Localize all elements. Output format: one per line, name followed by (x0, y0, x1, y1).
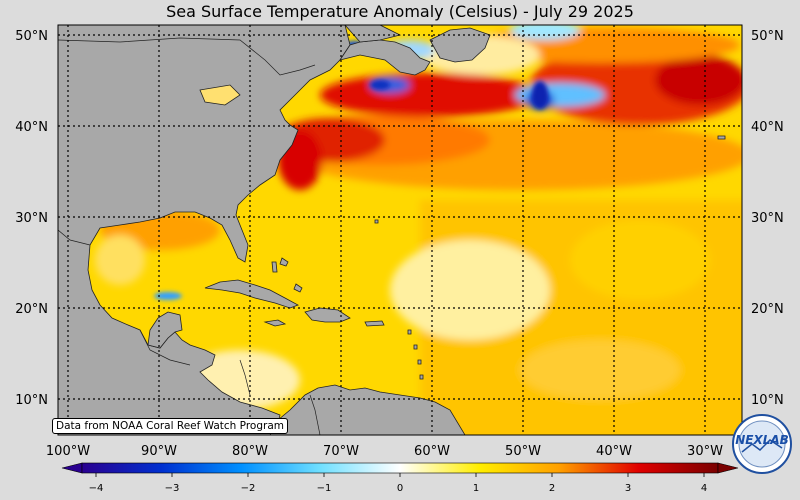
colorbar-tick: −3 (165, 483, 180, 494)
map-field (58, 25, 742, 435)
nexlab-logo: NEXLAB (732, 414, 792, 474)
colorbar-tick: 4 (701, 483, 707, 494)
lat-label: 50°N (15, 29, 48, 44)
lon-label: 60°W (414, 444, 450, 459)
lat-label: 40°N (751, 120, 784, 135)
colorbar-tick: −2 (241, 483, 256, 494)
colorbar: −4 −3 −2 −1 0 1 2 3 4 (61, 462, 739, 494)
colorbar-max-arrow (717, 462, 739, 474)
map-frame (57, 24, 743, 436)
colorbar-tick: 3 (625, 483, 631, 494)
lat-label: 30°N (751, 211, 784, 226)
lat-label: 10°N (751, 393, 784, 408)
lon-label: 70°W (323, 444, 359, 459)
lon-label: 30°W (687, 444, 723, 459)
lat-label: 40°N (15, 120, 48, 135)
lat-label: 50°N (751, 29, 784, 44)
lon-label: 50°W (505, 444, 541, 459)
lat-labels-right: 50°N 40°N 30°N 20°N 10°N (751, 29, 784, 408)
lat-label: 20°N (15, 302, 48, 317)
land (58, 25, 726, 435)
logo-text: NEXLAB (735, 433, 789, 447)
colorbar-tick: 0 (397, 483, 403, 494)
lat-label: 30°N (15, 211, 48, 226)
data-credit: Data from NOAA Coral Reef Watch Program (52, 418, 288, 434)
lon-label: 100°W (46, 444, 90, 459)
colorbar-tick: 1 (473, 483, 479, 494)
lon-label: 80°W (232, 444, 268, 459)
borders (58, 37, 321, 435)
colorbar-tick: −4 (89, 483, 104, 494)
colorbar-gradient (81, 462, 719, 474)
graticule (58, 25, 742, 435)
lon-label: 90°W (141, 444, 177, 459)
lat-label: 20°N (751, 302, 784, 317)
lon-label: 40°W (596, 444, 632, 459)
lat-label: 10°N (15, 393, 48, 408)
colorbar-tick: −1 (317, 483, 332, 494)
colorbar-min-arrow (61, 462, 83, 474)
lat-labels-left: 50°N 40°N 30°N 20°N 10°N (15, 29, 48, 408)
lon-labels: 100°W 90°W 80°W 70°W 60°W 50°W 40°W 30°W (46, 444, 723, 459)
colorbar-tick: 2 (549, 483, 555, 494)
map-title: Sea Surface Temperature Anomaly (Celsius… (166, 2, 634, 21)
